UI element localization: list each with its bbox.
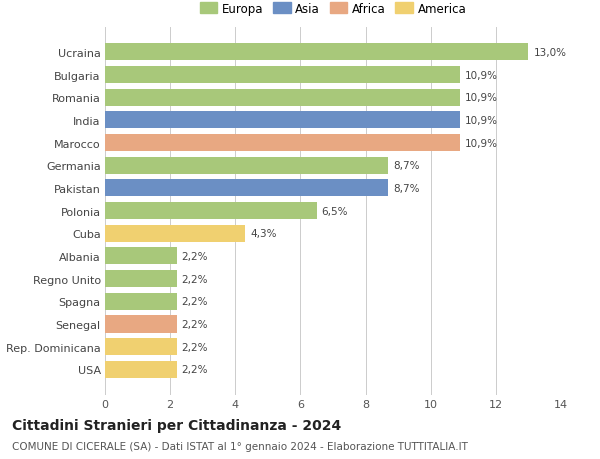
Text: Cittadini Stranieri per Cittadinanza - 2024: Cittadini Stranieri per Cittadinanza - 2… (12, 418, 341, 431)
Text: 2,2%: 2,2% (182, 297, 208, 307)
Text: 10,9%: 10,9% (465, 138, 498, 148)
Bar (105, 135, 460, 152)
Text: 2,2%: 2,2% (182, 319, 208, 329)
Bar (105, 316, 176, 333)
Bar (105, 338, 176, 355)
Text: 8,7%: 8,7% (393, 184, 420, 194)
Bar (105, 203, 317, 219)
Text: 6,5%: 6,5% (322, 206, 348, 216)
Bar (105, 90, 460, 106)
Text: 10,9%: 10,9% (465, 116, 498, 126)
Text: 2,2%: 2,2% (182, 274, 208, 284)
Bar (105, 157, 388, 174)
Bar (105, 44, 529, 61)
Text: 2,2%: 2,2% (182, 364, 208, 375)
Bar (105, 270, 176, 287)
Text: COMUNE DI CICERALE (SA) - Dati ISTAT al 1° gennaio 2024 - Elaborazione TUTTITALI: COMUNE DI CICERALE (SA) - Dati ISTAT al … (12, 441, 468, 451)
Bar (105, 180, 388, 197)
Text: 8,7%: 8,7% (393, 161, 420, 171)
Text: 2,2%: 2,2% (182, 342, 208, 352)
Text: 13,0%: 13,0% (533, 48, 566, 58)
Bar (105, 293, 176, 310)
Bar (105, 225, 245, 242)
Text: 4,3%: 4,3% (250, 229, 277, 239)
Bar (105, 248, 176, 265)
Text: 2,2%: 2,2% (182, 252, 208, 261)
Bar (105, 361, 176, 378)
Bar (105, 112, 460, 129)
Bar (105, 67, 460, 84)
Text: 10,9%: 10,9% (465, 70, 498, 80)
Legend: Europa, Asia, Africa, America: Europa, Asia, Africa, America (197, 0, 469, 18)
Text: 10,9%: 10,9% (465, 93, 498, 103)
